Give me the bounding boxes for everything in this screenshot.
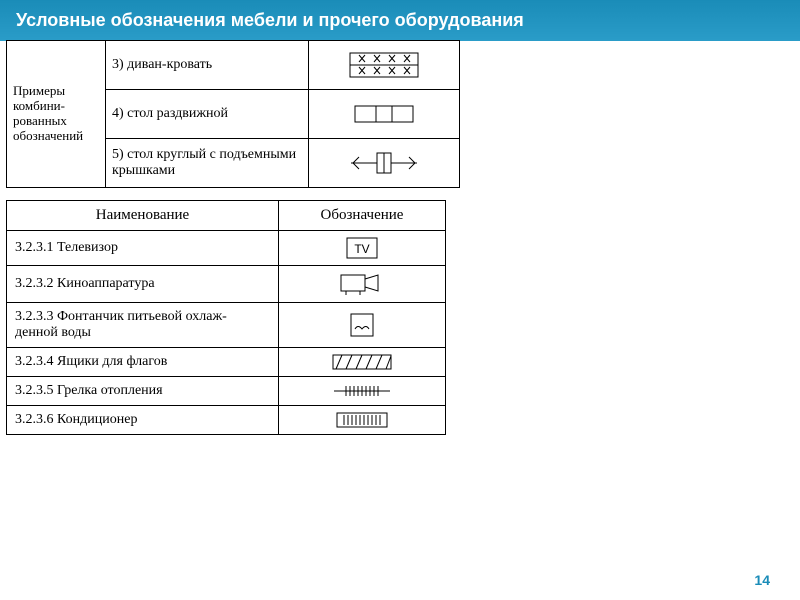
table-row: 3.2.3.4 Ящики для флагов xyxy=(7,348,446,377)
page-number-value: 14 xyxy=(754,572,770,588)
table-row: 4) стол раздвижной xyxy=(106,90,309,139)
row-label: 5) стол круглый с подъемными крышками xyxy=(112,147,296,178)
sofa-bed-icon xyxy=(349,52,419,78)
row-label: 3.2.3.2 Киноаппаратура xyxy=(15,276,155,291)
row-label: 3.2.3.1 Телевизор xyxy=(15,240,118,255)
symbol-cell xyxy=(279,303,446,348)
symbol-cell xyxy=(279,406,446,435)
page-title: Условные обозначения мебели и прочего об… xyxy=(16,10,524,30)
round-lift-table-icon xyxy=(349,151,419,175)
row-label: 4) стол раздвижной xyxy=(112,106,228,121)
lbl-line: Примеры xyxy=(13,83,65,98)
lbl-line: комбини- xyxy=(13,98,65,113)
table-row: 3) диван-кровать xyxy=(106,41,309,90)
table-row: 3.2.3.2 Киноаппаратура xyxy=(7,266,446,303)
symbol-cell xyxy=(279,266,446,303)
header-name: Наименование xyxy=(7,201,279,231)
row-label: 3.2.3.4 Ящики для флагов xyxy=(15,354,167,369)
symbol-cell xyxy=(279,348,446,377)
extendable-table-icon xyxy=(354,105,414,123)
table-row: 5) стол круглый с подъемными крышками xyxy=(106,139,309,188)
page-number: 14 xyxy=(754,572,770,588)
symbol-cell xyxy=(309,139,460,188)
top-legend-table: Примеры комбини- рованных обозначений 3)… xyxy=(6,40,460,188)
tv-label: TV xyxy=(354,242,369,256)
equipment-legend-table: Наименование Обозначение 3.2.3.1 Телевиз… xyxy=(6,200,446,435)
content-area: Примеры комбини- рованных обозначений 3)… xyxy=(0,40,800,435)
row-label: 3) диван-кровать xyxy=(112,57,212,72)
symbol-cell xyxy=(309,90,460,139)
table-row: 3.2.3.3 Фонтанчик питьевой охлаж- денной… xyxy=(7,303,446,348)
page-header: Условные обозначения мебели и прочего об… xyxy=(0,0,800,41)
projector-icon xyxy=(340,272,384,296)
table-header-row: Наименование Обозначение xyxy=(7,201,446,231)
table-row: 3.2.3.1 Телевизор TV xyxy=(7,231,446,266)
table-row: 3.2.3.5 Грелка отопления xyxy=(7,377,446,406)
lbl-line: рованных xyxy=(13,113,67,128)
drinking-fountain-icon xyxy=(347,311,377,339)
table-row: 3.2.3.6 Кондиционер xyxy=(7,406,446,435)
symbol-cell xyxy=(309,41,460,90)
symbol-cell: TV xyxy=(279,231,446,266)
combined-examples-label: Примеры комбини- рованных обозначений xyxy=(7,41,106,188)
lbl-line: обозначений xyxy=(13,128,83,143)
row-label: 3.2.3.6 Кондиционер xyxy=(15,412,137,427)
flag-box-icon xyxy=(332,354,392,370)
row-label: 3.2.3.5 Грелка отопления xyxy=(15,383,163,398)
row-label: 3.2.3.3 Фонтанчик питьевой охлаж- денной… xyxy=(15,309,227,340)
radiator-icon xyxy=(332,384,392,398)
tv-icon: TV xyxy=(346,237,378,259)
air-conditioner-icon xyxy=(336,412,388,428)
symbol-cell xyxy=(279,377,446,406)
header-symbol: Обозначение xyxy=(279,201,446,231)
